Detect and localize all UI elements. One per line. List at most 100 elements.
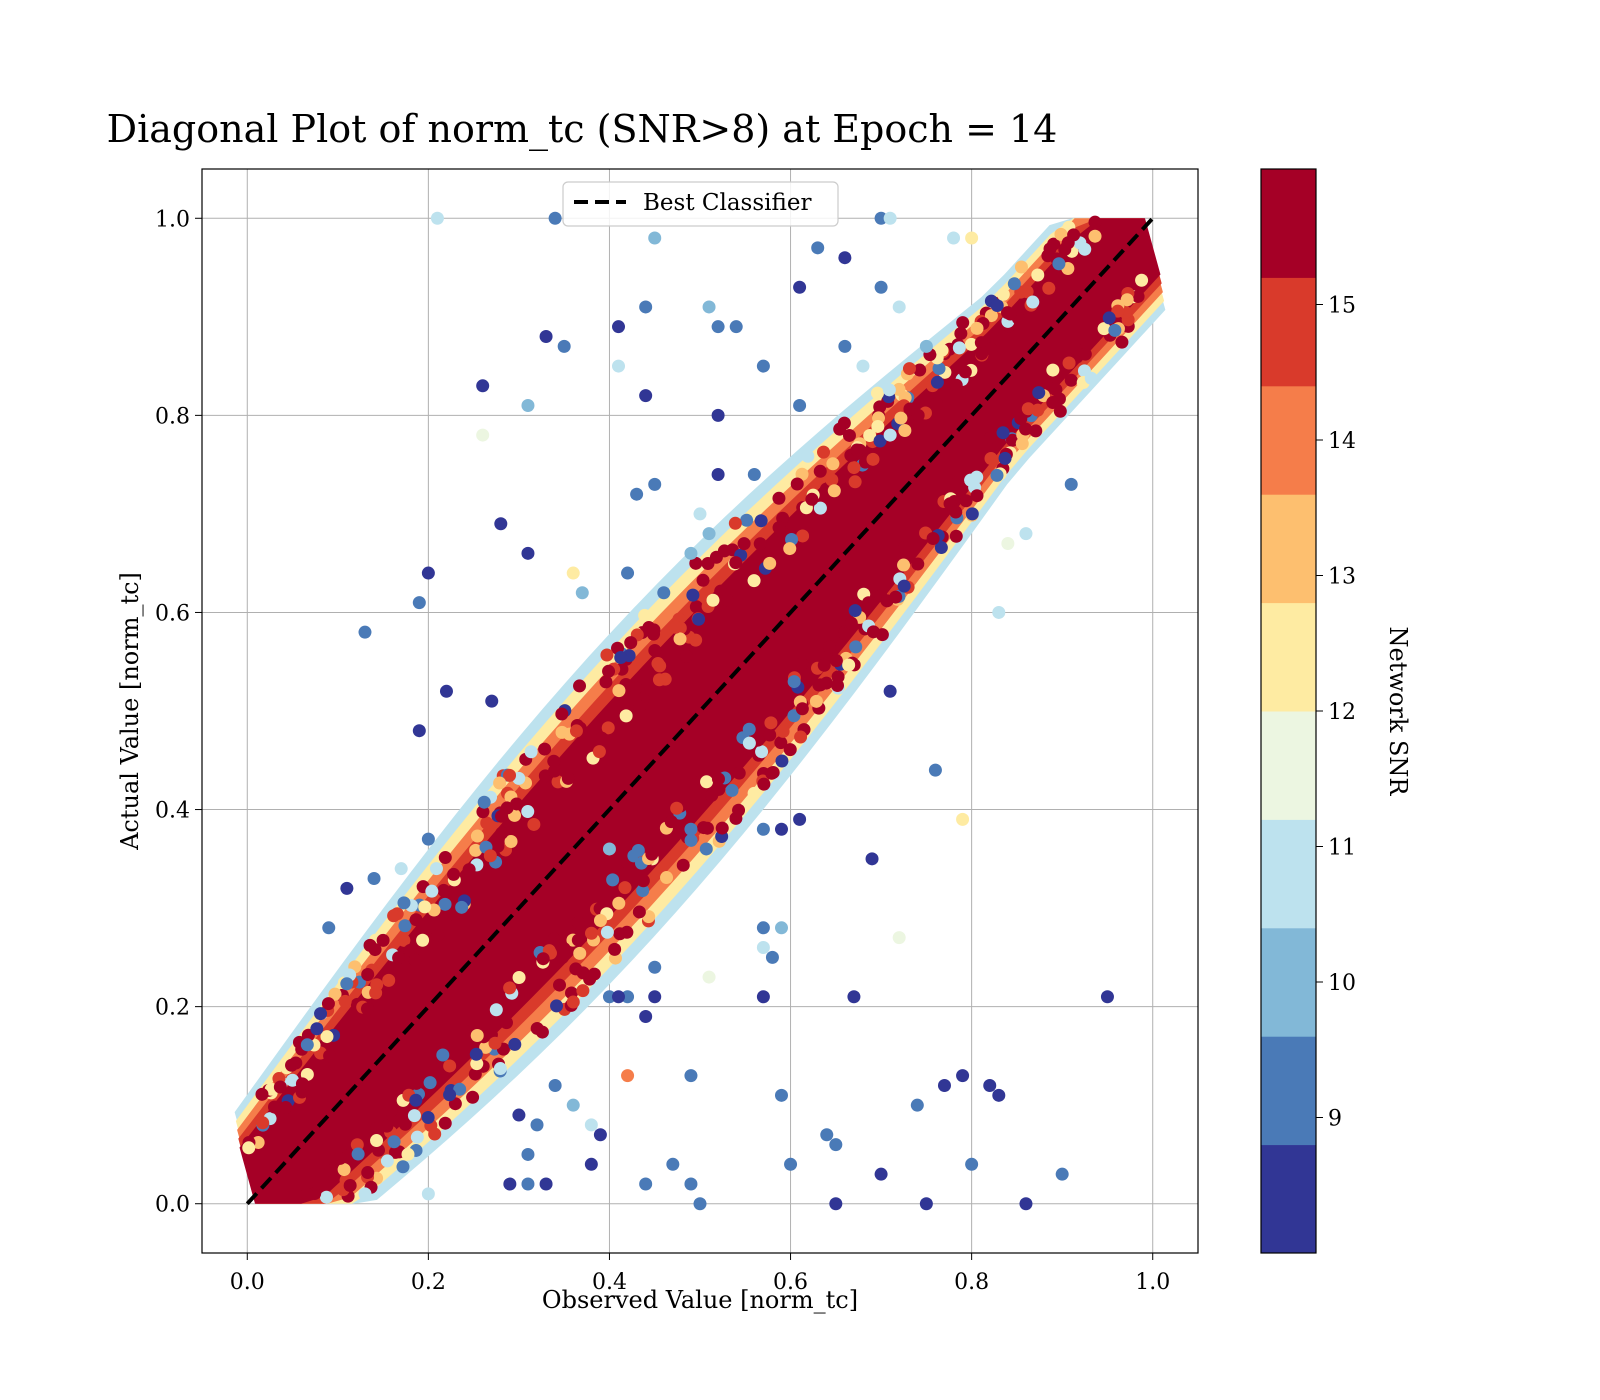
band-point xyxy=(817,658,831,672)
band-point xyxy=(732,766,746,780)
band-point xyxy=(822,640,836,654)
outlier-point xyxy=(639,1009,653,1023)
band-point xyxy=(692,612,706,626)
outlier-point xyxy=(521,1147,535,1161)
band-point xyxy=(700,775,714,789)
outlier-point xyxy=(838,251,852,265)
y-tick-label: 0.2 xyxy=(155,996,190,1021)
band-point xyxy=(548,764,562,778)
band-point xyxy=(273,1080,287,1094)
band-point xyxy=(825,473,839,487)
band-point xyxy=(443,1059,457,1073)
colorbar-segment xyxy=(1261,1144,1316,1254)
outlier-point xyxy=(684,1177,698,1191)
band-point xyxy=(990,299,1004,313)
band-point xyxy=(495,826,509,840)
outlier-point xyxy=(910,1098,924,1112)
band-point xyxy=(1053,404,1067,418)
band-point xyxy=(612,684,626,698)
band-point xyxy=(1005,433,1019,447)
band-point xyxy=(547,754,561,768)
band-point xyxy=(763,728,777,742)
band-point xyxy=(255,1087,269,1101)
outlier-point xyxy=(657,586,671,600)
band-point xyxy=(1052,257,1066,271)
x-tick-label: 1.0 xyxy=(1135,1270,1170,1295)
band-point xyxy=(983,431,997,445)
band-point xyxy=(550,999,564,1013)
band-point xyxy=(1084,371,1098,385)
band-point xyxy=(360,1002,374,1016)
band-point xyxy=(407,1109,421,1123)
band-point xyxy=(990,468,1004,482)
outlier-point xyxy=(711,320,725,334)
outlier-point xyxy=(358,1187,372,1201)
outlier-point xyxy=(430,211,444,225)
band-point xyxy=(401,1147,415,1161)
band-point xyxy=(536,952,550,966)
colorbar-tick-label: 10 xyxy=(1328,971,1356,996)
band-point xyxy=(913,363,927,377)
band-point xyxy=(1068,341,1082,355)
outlier-point xyxy=(630,487,644,501)
band-point xyxy=(689,600,703,614)
outlier-point xyxy=(1100,990,1114,1004)
band-point xyxy=(437,883,451,897)
outlier-point xyxy=(639,300,653,314)
band-point xyxy=(1031,403,1045,417)
band-point xyxy=(676,858,690,872)
band-point xyxy=(1135,273,1149,287)
band-point xyxy=(870,386,884,400)
outlier-point xyxy=(557,339,571,353)
band-point xyxy=(763,556,777,570)
band-point xyxy=(984,309,998,323)
band-point xyxy=(742,736,756,750)
outlier-point xyxy=(793,280,807,294)
colorbar-tick-label: 13 xyxy=(1328,565,1356,590)
band-point xyxy=(535,1025,549,1039)
band-point xyxy=(408,953,422,967)
band-point xyxy=(813,464,827,478)
band-point xyxy=(285,1073,299,1087)
band-point xyxy=(755,745,769,759)
band-point xyxy=(1021,402,1035,416)
band-point xyxy=(686,588,700,602)
band-point xyxy=(725,783,739,797)
band-point xyxy=(776,724,790,738)
band-point xyxy=(321,997,335,1011)
band-point xyxy=(1042,281,1056,295)
band-point xyxy=(813,678,827,692)
outlier-point xyxy=(1064,477,1078,491)
band-point xyxy=(470,1028,484,1042)
band-point xyxy=(842,428,856,442)
band-point xyxy=(571,933,585,947)
band-point xyxy=(837,627,851,641)
outlier-point xyxy=(919,1197,933,1211)
band-point xyxy=(740,513,754,527)
band-point xyxy=(1041,249,1055,263)
band-point xyxy=(438,851,452,865)
colorbar-tick-label: 9 xyxy=(1328,1107,1342,1132)
outlier-point xyxy=(639,1177,653,1191)
band-point xyxy=(897,558,911,572)
outlier-point xyxy=(521,1177,535,1191)
band-point xyxy=(765,766,779,780)
band-point xyxy=(949,529,963,543)
band-point xyxy=(632,905,646,919)
band-point xyxy=(930,397,944,411)
outlier-point xyxy=(521,546,535,560)
band-point xyxy=(600,648,614,662)
outlier-point xyxy=(747,467,761,481)
outlier-point xyxy=(584,1118,598,1132)
band-point xyxy=(956,316,970,330)
band-point xyxy=(1032,386,1046,400)
band-point xyxy=(488,1036,502,1050)
outlier-point xyxy=(756,990,770,1004)
outlier-point xyxy=(892,300,906,314)
band-point xyxy=(952,341,966,355)
band-point xyxy=(1015,437,1029,451)
outlier-point xyxy=(883,684,897,698)
outlier-point xyxy=(1001,536,1015,550)
band-point xyxy=(1049,383,1063,397)
outlier-point xyxy=(693,1197,707,1211)
